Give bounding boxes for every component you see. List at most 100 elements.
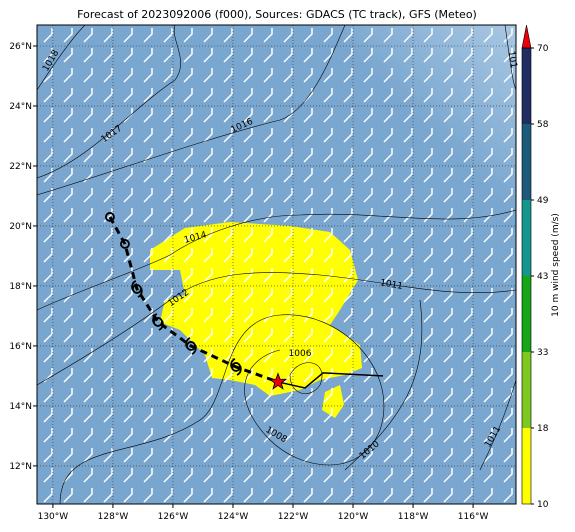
wind-barb: [503, 108, 513, 123]
wind-barb: [343, 208, 353, 223]
wind-barb: [223, 328, 233, 343]
wind-barb: [83, 468, 93, 483]
wind-barb: [463, 228, 473, 243]
wind-barb: [383, 368, 393, 383]
wind-barb: [483, 228, 493, 243]
wind-barb: [43, 348, 53, 363]
track-point: [230, 358, 242, 376]
colorbar-tick-label: 43: [537, 272, 548, 282]
wind-barb: [123, 188, 133, 203]
wind-barb: [363, 48, 373, 63]
wind-barb: [483, 168, 493, 183]
wind-barb: [103, 248, 113, 263]
wind-barb: [303, 328, 313, 343]
wind-barb: [503, 268, 513, 283]
wind-barb: [143, 368, 153, 383]
wind-barb: [203, 248, 213, 263]
wind-barb: [103, 108, 113, 123]
wind-barb: [483, 108, 493, 123]
wind-barb: [163, 428, 173, 443]
wind-barb: [343, 28, 353, 43]
wind-barb: [423, 208, 433, 223]
wind-barb: [243, 468, 253, 483]
y-tick-label: 18°N: [9, 282, 32, 292]
wind-barb: [183, 248, 193, 263]
wind-barb: [223, 148, 233, 163]
wind-barb: [103, 348, 113, 363]
wind-barb: [463, 328, 473, 343]
wind-barb: [323, 408, 333, 423]
wind-barb: [323, 128, 333, 143]
wind-barb: [203, 28, 213, 43]
wind-barb: [283, 148, 293, 163]
wind-barb: [123, 348, 133, 363]
wind-barb: [343, 108, 353, 123]
wind-barb: [283, 108, 293, 123]
wind-barb: [343, 468, 353, 483]
wind-barb: [303, 448, 313, 463]
wind-barb: [243, 28, 253, 43]
wind-barb: [223, 408, 233, 423]
wind-barb: [243, 108, 253, 123]
wind-barb: [163, 348, 173, 363]
wind-barb: [263, 468, 273, 483]
wind-barb: [63, 48, 73, 63]
wind-barb: [403, 228, 413, 243]
wind-barb: [363, 208, 373, 223]
wind-barb: [103, 128, 113, 143]
wind-barb: [323, 68, 333, 83]
wind-barb: [443, 188, 453, 203]
wind-barb: [183, 428, 193, 443]
wind-barb: [423, 228, 433, 243]
wind-barb: [363, 128, 373, 143]
wind-barb: [263, 348, 273, 363]
wind-barb: [123, 168, 133, 183]
wind-barb: [43, 228, 53, 243]
wind-barb: [503, 308, 513, 323]
wind-barb: [363, 88, 373, 103]
track-point: [152, 313, 164, 331]
wind-barb: [163, 368, 173, 383]
wind-barb: [283, 168, 293, 183]
wind-barb: [183, 308, 193, 323]
wind-barb: [423, 148, 433, 163]
wind-barb: [383, 308, 393, 323]
wind-barb: [283, 68, 293, 83]
wind-barb: [443, 348, 453, 363]
wind-barb: [463, 108, 473, 123]
wind-barb: [203, 288, 213, 303]
wind-barb: [423, 488, 433, 503]
wind-barb: [43, 148, 53, 163]
wind-barb: [363, 468, 373, 483]
wind-barb: [83, 388, 93, 403]
colorbar-segment: [522, 276, 531, 352]
isobar-label: 1006: [289, 349, 312, 359]
wind-barb: [83, 308, 93, 323]
wind-barb: [63, 68, 73, 83]
wind-barb: [463, 188, 473, 203]
colorbar-tick-label: 33: [537, 348, 548, 358]
wind-barb: [423, 88, 433, 103]
wind-barb: [383, 408, 393, 423]
wind-barb: [243, 348, 253, 363]
wind-barb: [503, 468, 513, 483]
wind-barb: [343, 268, 353, 283]
wind-barb: [323, 288, 333, 303]
wind-barb: [243, 68, 253, 83]
wind-barb: [263, 388, 273, 403]
wind-barb: [43, 88, 53, 103]
y-tick-label: 12°N: [9, 462, 32, 472]
wind-barb: [183, 108, 193, 123]
wind-barb: [223, 368, 233, 383]
wind-barb: [483, 388, 493, 403]
wind-barb: [363, 268, 373, 283]
wind-barb: [463, 128, 473, 143]
wind-barb: [183, 408, 193, 423]
wind-barb: [143, 188, 153, 203]
wind-barb: [83, 448, 93, 463]
wind-barb: [163, 68, 173, 83]
wind-barb: [63, 268, 73, 283]
y-tick-label: 14°N: [9, 402, 32, 412]
wind-barb: [383, 48, 393, 63]
wind-barb: [43, 328, 53, 343]
